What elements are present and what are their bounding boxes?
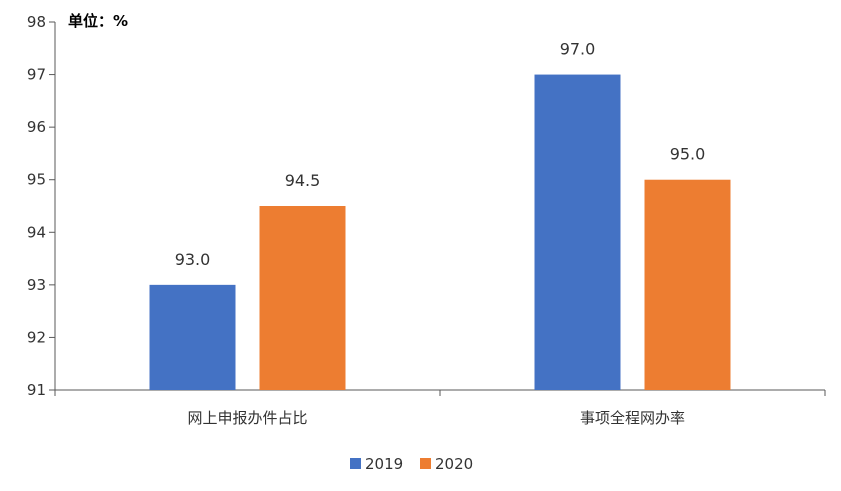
y-axis: 91 92 93 94 95 96 97 98	[27, 13, 56, 399]
y-tick-label: 97	[27, 66, 46, 84]
y-tick-label: 92	[27, 328, 46, 346]
data-label: 95.0	[670, 145, 706, 164]
legend-label: 2019	[365, 455, 403, 473]
y-tick-label: 98	[27, 13, 46, 31]
y-tick-label: 94	[27, 223, 46, 241]
y-tick-label: 95	[27, 171, 46, 189]
legend-swatch	[420, 458, 431, 469]
bar-2019-1	[534, 74, 621, 391]
legend: 2019 2020	[350, 455, 473, 473]
bar-2020-0	[259, 206, 346, 390]
x-category-label: 网上申报办件占比	[187, 409, 307, 427]
legend-swatch	[350, 458, 361, 469]
legend-label: 2020	[435, 455, 473, 473]
y-tick-label: 96	[27, 118, 46, 136]
y-tick-label: 93	[27, 276, 46, 294]
data-label: 94.5	[285, 171, 321, 190]
data-labels: 93.0 94.5 97.0 95.0	[175, 40, 706, 269]
data-label: 97.0	[560, 40, 596, 59]
bars	[149, 74, 731, 391]
data-label: 93.0	[175, 250, 211, 269]
unit-label: 单位：%	[68, 12, 128, 30]
x-category-label: 事项全程网办率	[580, 409, 685, 427]
bar-2019-0	[149, 284, 236, 390]
x-axis: 网上申报办件占比 事项全程网办率	[54, 389, 826, 427]
y-tick-label: 91	[27, 381, 46, 399]
bar-2020-1	[644, 179, 731, 390]
